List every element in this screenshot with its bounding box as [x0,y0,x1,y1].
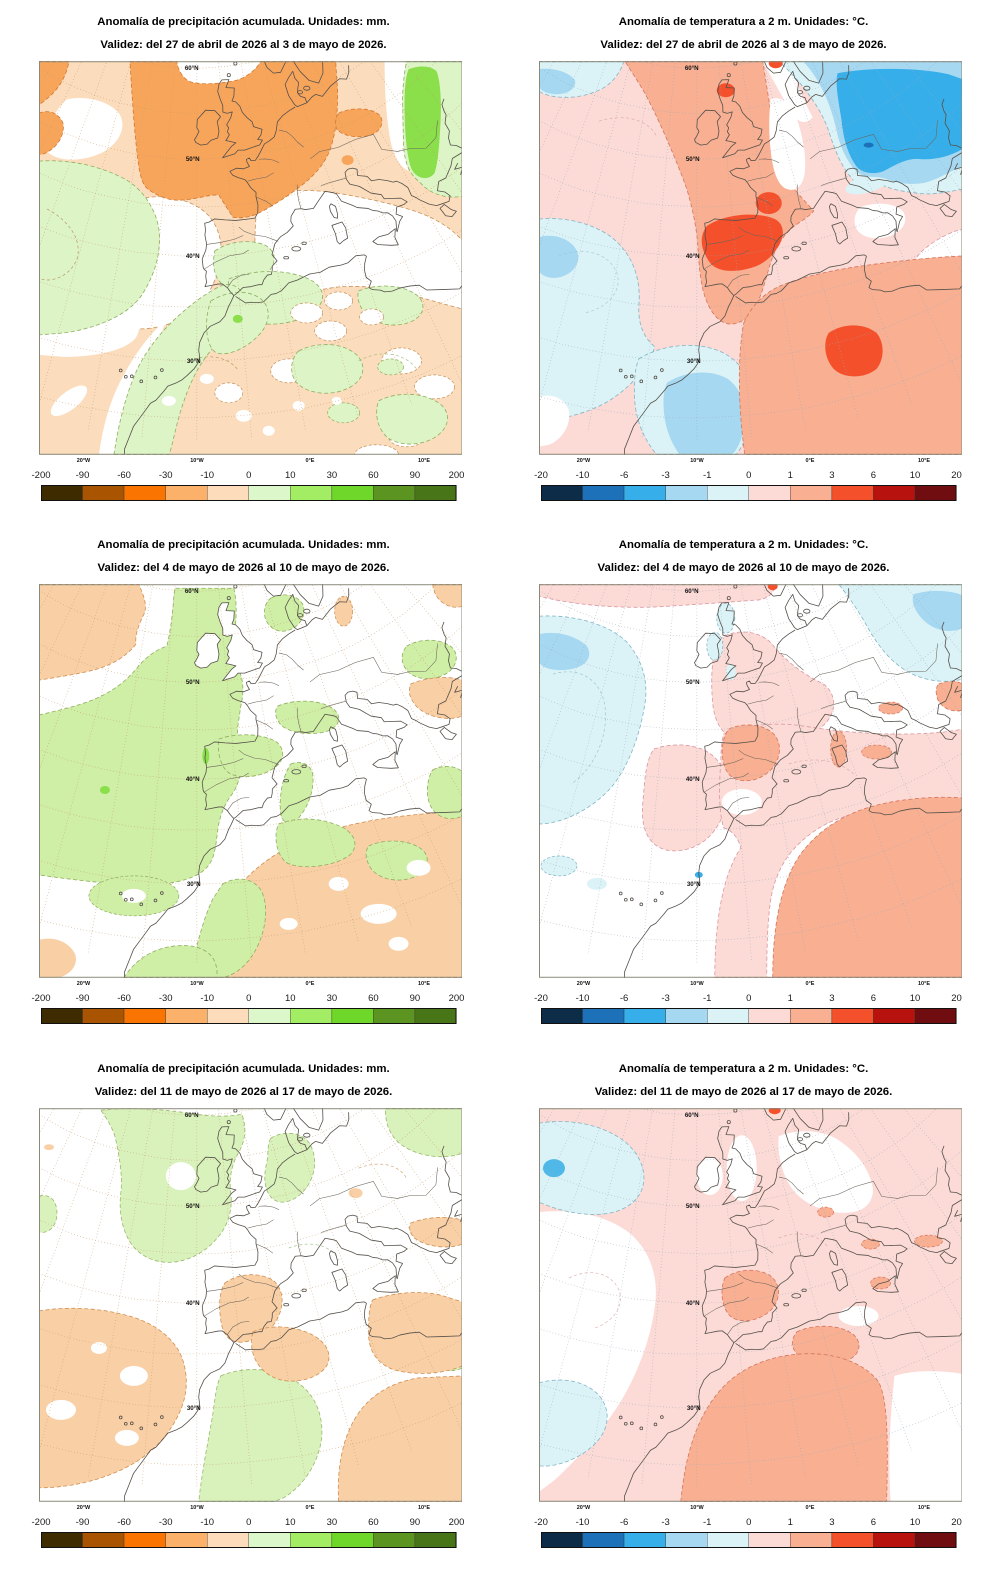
svg-text:50°N: 50°N [685,1203,699,1210]
svg-text:30°N: 30°N [686,881,700,888]
svg-text:40°N: 40°N [685,776,699,783]
svg-text:60°N: 60°N [184,1112,198,1119]
svg-text:50°N: 50°N [185,156,199,163]
svg-text:30°N: 30°N [686,358,700,365]
svg-text:60°N: 60°N [684,1112,698,1119]
svg-text:30°N: 30°N [186,358,200,365]
svg-text:40°N: 40°N [685,253,699,260]
svg-text:60°N: 60°N [184,589,198,596]
svg-text:50°N: 50°N [185,679,199,686]
svg-text:30°N: 30°N [686,1404,700,1411]
svg-text:50°N: 50°N [185,1203,199,1210]
svg-text:60°N: 60°N [684,65,698,72]
svg-text:40°N: 40°N [185,776,199,783]
svg-text:40°N: 40°N [185,1300,199,1307]
svg-text:50°N: 50°N [685,679,699,686]
svg-text:40°N: 40°N [185,253,199,260]
svg-text:40°N: 40°N [685,1300,699,1307]
svg-text:30°N: 30°N [186,881,200,888]
svg-text:60°N: 60°N [684,589,698,596]
svg-text:30°N: 30°N [186,1404,200,1411]
svg-text:60°N: 60°N [184,65,198,72]
svg-text:50°N: 50°N [685,156,699,163]
